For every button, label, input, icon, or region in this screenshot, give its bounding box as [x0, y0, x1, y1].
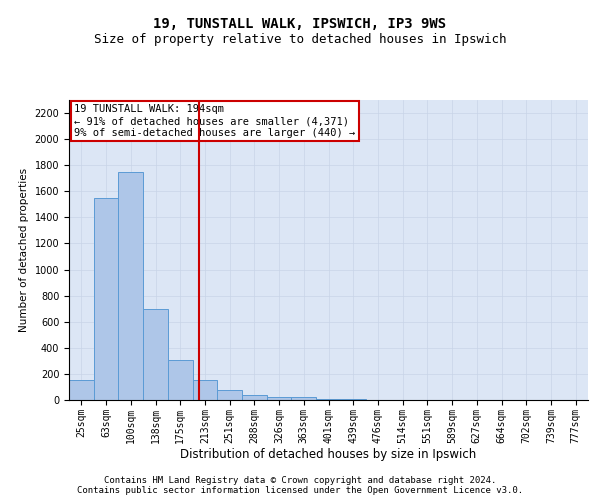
Bar: [168, 360, 193, 400]
Bar: [267, 396, 292, 400]
Bar: [69, 380, 94, 400]
Bar: [193, 380, 217, 400]
Text: 19 TUNSTALL WALK: 194sqm
← 91% of detached houses are smaller (4,371)
9% of semi: 19 TUNSTALL WALK: 194sqm ← 91% of detach…: [74, 104, 355, 138]
Text: Size of property relative to detached houses in Ipswich: Size of property relative to detached ho…: [94, 32, 506, 46]
Y-axis label: Number of detached properties: Number of detached properties: [19, 168, 29, 332]
X-axis label: Distribution of detached houses by size in Ipswich: Distribution of detached houses by size …: [181, 448, 476, 462]
Text: Contains HM Land Registry data © Crown copyright and database right 2024.: Contains HM Land Registry data © Crown c…: [104, 476, 496, 485]
Bar: [292, 398, 316, 400]
Bar: [143, 308, 168, 400]
Text: 19, TUNSTALL WALK, IPSWICH, IP3 9WS: 19, TUNSTALL WALK, IPSWICH, IP3 9WS: [154, 18, 446, 32]
Bar: [217, 390, 242, 400]
Bar: [242, 395, 267, 400]
Bar: [118, 172, 143, 400]
Bar: [316, 398, 341, 400]
Text: Contains public sector information licensed under the Open Government Licence v3: Contains public sector information licen…: [77, 486, 523, 495]
Bar: [94, 198, 118, 400]
